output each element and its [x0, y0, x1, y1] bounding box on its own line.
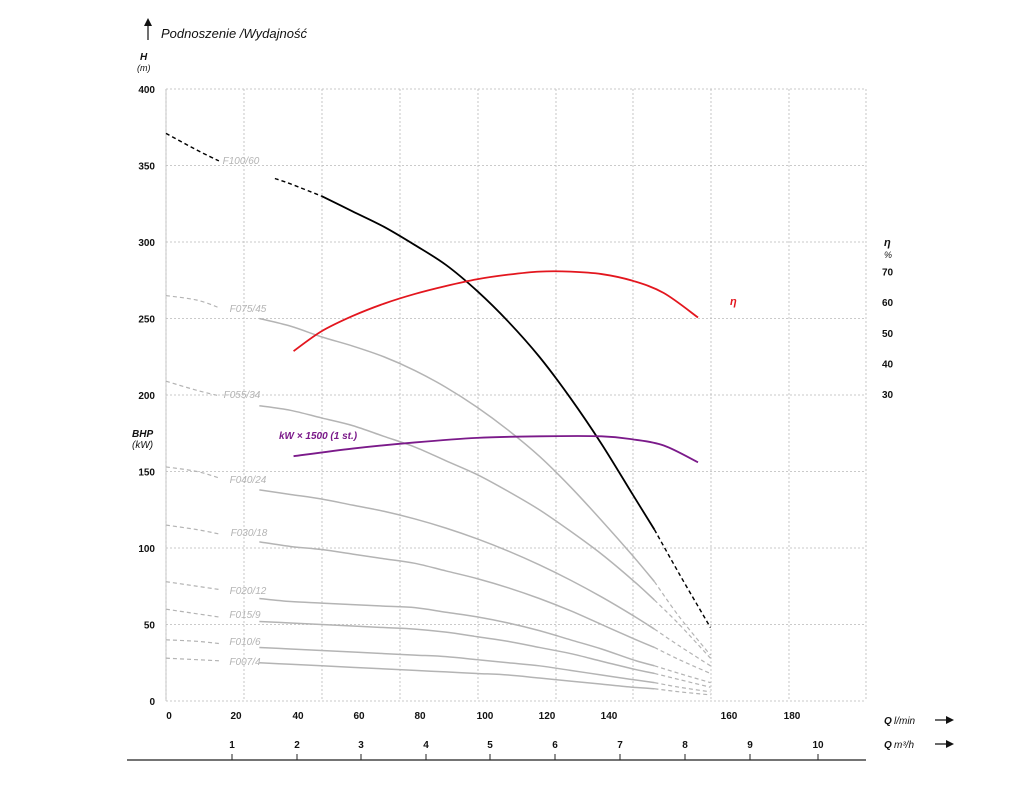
title-group: Podnoszenie /Wydajność — [144, 18, 307, 41]
head-curve-label: F020/12 — [230, 586, 267, 597]
y-tick-label: 400 — [138, 85, 155, 96]
m3h-tick-label: 6 — [552, 740, 558, 751]
head-curve-dashed-start — [165, 132, 220, 162]
eta-tick-label: 70 — [882, 268, 894, 279]
m3h-tick-label: 8 — [682, 740, 688, 751]
head-curve-dashed-end — [654, 665, 711, 684]
head-curve-dashed-end — [654, 599, 711, 659]
head-curve-dashed-start — [165, 466, 220, 479]
m3h-tick-label: 9 — [747, 740, 753, 751]
m3h-tick-label: 2 — [294, 740, 300, 751]
head-curve-dashed-start — [165, 524, 220, 535]
power-curve-label: kW × 1500 (1 st.) — [279, 431, 358, 442]
h-axis-label: H — [140, 52, 148, 63]
head-curve-solid — [259, 317, 656, 583]
head-curve-label: F040/24 — [230, 475, 267, 486]
curves — [165, 132, 712, 696]
head-curve-label: F010/6 — [229, 637, 261, 648]
head-curve-dashed-start — [274, 177, 322, 197]
head-curve-solid — [259, 489, 655, 630]
head-curve-label: F075/45 — [230, 304, 267, 315]
h-axis-unit: (m) — [137, 63, 151, 73]
eta-axis-label: η — [884, 237, 891, 249]
head-curve-solid — [259, 404, 655, 601]
q-m3h-label: Q — [884, 740, 892, 751]
q-m3h-arrow-head-icon — [946, 740, 954, 748]
head-curve-solid — [259, 620, 655, 675]
head-curve-dashed-end — [654, 672, 711, 688]
x-tick-label: 140 — [601, 711, 618, 722]
eta-tick-label: 30 — [882, 390, 894, 401]
y-tick-label: 150 — [138, 468, 155, 479]
x-tick-label: 80 — [414, 711, 426, 722]
head-curve-solid — [259, 646, 655, 684]
m3h-tick-label: 10 — [812, 740, 824, 751]
x-tick-label: 20 — [230, 711, 242, 722]
head-curve-dashed-start — [165, 608, 219, 618]
eta-tick-label: 60 — [882, 298, 894, 309]
x-tick-label: 100 — [477, 711, 494, 722]
y-tick-label: 200 — [138, 391, 155, 402]
x-tick-label: 120 — [539, 711, 556, 722]
m3h-tick-label: 7 — [617, 740, 623, 751]
y-tick-label: 300 — [138, 238, 155, 249]
y-tick-label: 0 — [149, 697, 155, 708]
head-curve-solid — [259, 541, 655, 649]
m3h-tick-label: 4 — [423, 740, 429, 751]
x-tick-label: 60 — [353, 711, 365, 722]
y-tick-label: 50 — [144, 621, 156, 632]
head-curve-dashed-start — [165, 657, 219, 662]
up-arrow-head-icon — [144, 18, 152, 26]
power-curve — [293, 435, 699, 464]
head-curve-dashed-end — [654, 688, 711, 696]
head-curve-dashed-end — [654, 628, 711, 667]
curve-labels: F100/60 F075/45 F055/34 F040/24 F030/18 F020/… — [223, 156, 737, 668]
q-lmin-arrow-head-icon — [946, 716, 954, 724]
efficiency-curve — [293, 270, 699, 352]
head-curve-label: F100/60 — [223, 156, 260, 167]
bhp-axis-unit: (kW) — [132, 440, 153, 451]
q-m3h-unit: m³/h — [894, 740, 914, 751]
head-curve-solid — [259, 597, 655, 667]
x-tick-label: 180 — [784, 711, 801, 722]
head-curve-label: F055/34 — [224, 390, 261, 401]
head-curve-dashed-start — [165, 639, 219, 645]
chart-title: Podnoszenie /Wydajność — [161, 26, 307, 41]
y-tick-label: 250 — [138, 315, 155, 326]
axis-ticks: 0 50 100 150 200 250 300 350 400 30 40 50 60 70 0 20 40 6… — [138, 85, 894, 760]
head-curve-dashed-end — [653, 529, 712, 628]
x-tick-label: 160 — [721, 711, 738, 722]
head-curve-dashed-end — [653, 581, 711, 656]
q-lmin-label: Q — [884, 716, 892, 727]
eta-axis-unit: % — [884, 250, 892, 260]
m3h-tick-label: 1 — [229, 740, 235, 751]
head-curve-label: F030/18 — [231, 528, 268, 539]
y-tick-label: 100 — [138, 544, 155, 555]
x-tick-label: 0 — [166, 711, 172, 722]
eta-tick-label: 50 — [882, 329, 894, 340]
head-curve-solid — [321, 195, 656, 531]
eta-tick-label: 40 — [882, 359, 894, 370]
bhp-axis-label: BHP — [132, 429, 153, 440]
y-tick-label: 350 — [138, 162, 155, 173]
head-curve-dashed-start — [165, 380, 220, 397]
head-curve-dashed-start — [165, 294, 220, 309]
grid — [165, 88, 867, 702]
head-curve-label: F007/4 — [229, 657, 261, 668]
m3h-tick-label: 5 — [487, 740, 493, 751]
x-tick-label: 40 — [292, 711, 304, 722]
head-curve-dashed-end — [654, 682, 711, 693]
q-lmin-unit: l/min — [894, 716, 916, 727]
head-curve-solid — [259, 662, 655, 690]
m3h-tick-label: 3 — [358, 740, 364, 751]
head-curve-label: F015/9 — [229, 610, 261, 621]
head-curve-dashed-start — [165, 581, 219, 591]
efficiency-curve-label: η — [730, 296, 737, 308]
